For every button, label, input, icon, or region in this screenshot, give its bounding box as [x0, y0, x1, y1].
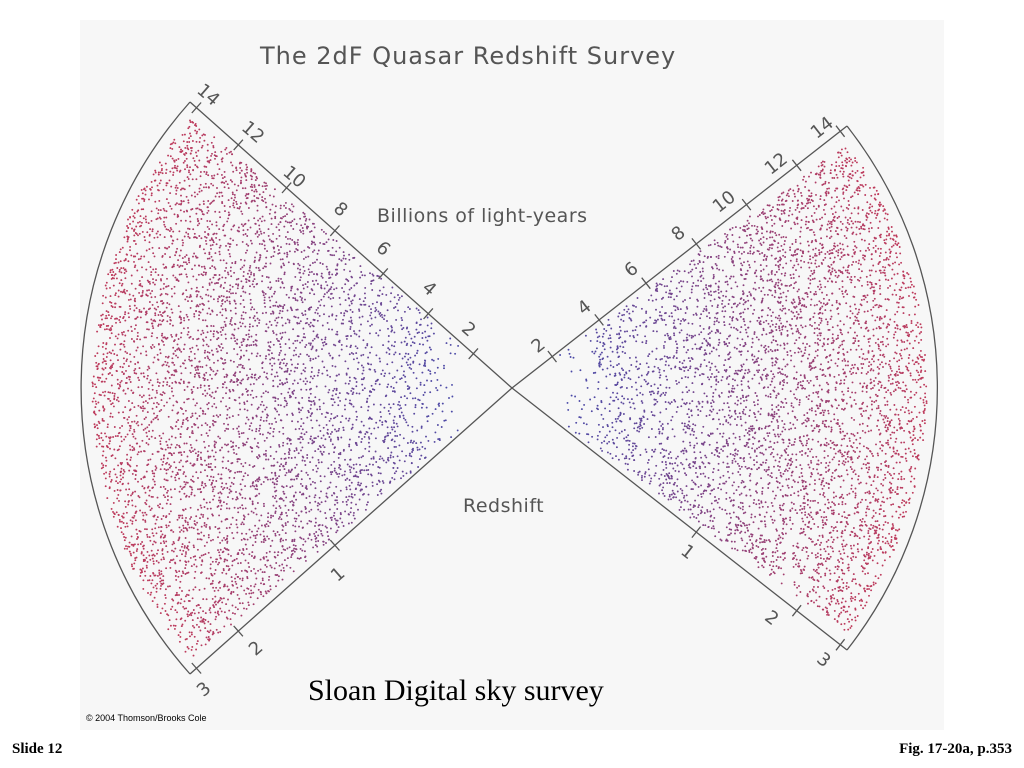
figure-title: The 2dF Quasar Redshift Survey — [259, 42, 676, 70]
right-distance-tick-2: 2 — [528, 334, 550, 358]
right-wedge-arc — [846, 125, 938, 651]
redshift-survey-diagram: The 2dF Quasar Redshift Survey Billions … — [80, 42, 938, 701]
left-wedge-upper-edge — [189, 101, 513, 389]
left-wedge-arc — [80, 101, 191, 675]
left-distance-tick-8: 8 — [329, 198, 351, 221]
right-distance-tick-14: 14 — [807, 113, 838, 144]
left-distance-tick-6: 6 — [372, 237, 394, 260]
right-redshift-tick-3: 3 — [812, 648, 834, 672]
right-distance-tick-6: 6 — [621, 258, 643, 282]
left-distance-tick-10: 10 — [279, 162, 310, 193]
distance-axis-label: Billions of light-years — [377, 205, 588, 227]
left-distance-tick-12: 12 — [237, 117, 268, 148]
right-wedge-upper-edge — [511, 125, 848, 389]
right-redshift-tick-2: 2 — [760, 606, 782, 630]
left-wedge-lower-edge — [189, 387, 513, 675]
slide-caption: Sloan Digital sky survey — [308, 674, 604, 707]
left-redshift-tick-1: 1 — [327, 563, 349, 586]
quasar-dots-right-wedge — [559, 147, 928, 631]
quasar-dots-left-wedge — [91, 119, 460, 657]
right-distance-tick-12: 12 — [761, 149, 792, 180]
redshift-axis-label: Redshift — [463, 495, 544, 517]
copyright-notice: © 2004 Thomson/Brooks Cole — [86, 713, 207, 723]
figure-panel: The 2dF Quasar Redshift Survey Billions … — [80, 20, 944, 730]
slide-number: Slide 12 — [12, 741, 63, 757]
left-redshift-tick-3: 3 — [193, 678, 215, 701]
left-distance-tick-2: 2 — [457, 318, 479, 341]
right-distance-tick-4: 4 — [574, 296, 596, 320]
figure-reference: Fig. 17-20a, p.353 — [899, 741, 1012, 757]
tick-marks — [191, 102, 846, 674]
left-redshift-tick-2: 2 — [245, 637, 267, 660]
right-distance-tick-8: 8 — [668, 222, 690, 246]
right-wedge-lower-edge — [511, 387, 848, 651]
right-redshift-tick-1: 1 — [676, 540, 698, 564]
left-distance-tick-4: 4 — [418, 277, 440, 300]
